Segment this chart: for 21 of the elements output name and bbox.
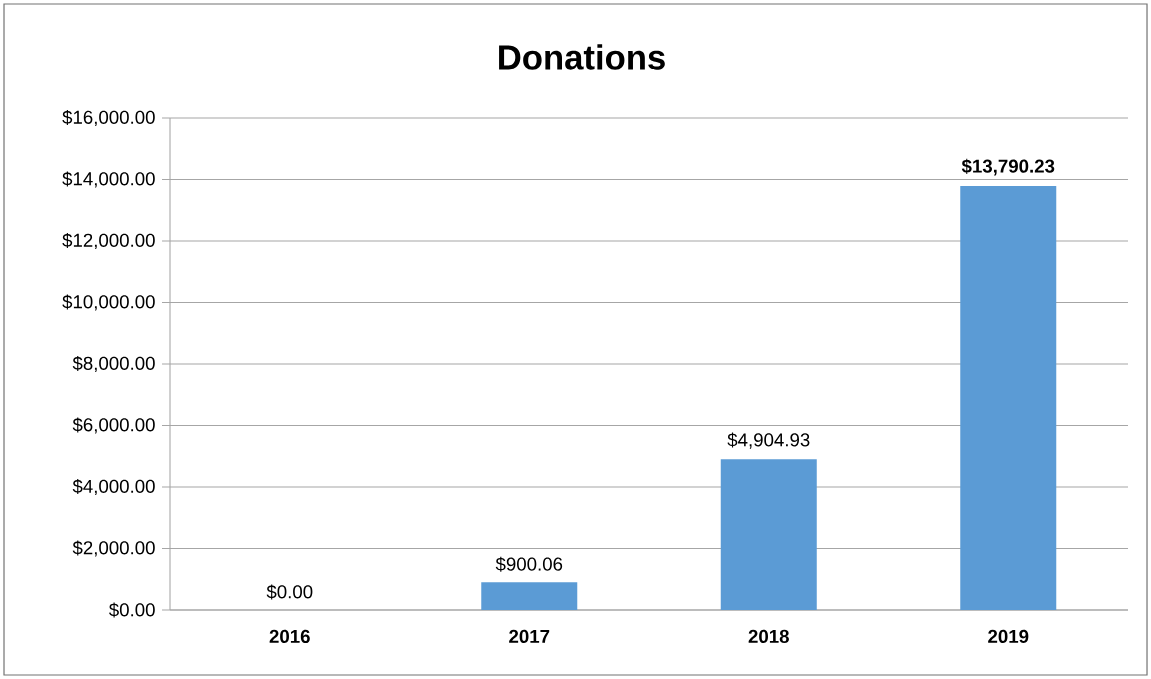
bar (960, 185, 1057, 610)
y-tick-label: $0.00 (109, 602, 155, 618)
y-tick-label: $10,000.00 (62, 294, 155, 311)
x-tick-label: 2018 (748, 629, 789, 644)
x-tick-label: 2017 (509, 629, 550, 644)
y-tick-label: $12,000.00 (62, 232, 155, 250)
y-tick-label: $16,000.00 (62, 109, 155, 127)
data-label: $0.00 (266, 584, 313, 600)
y-tick-label: $6,000.00 (72, 417, 155, 434)
y-tick-label: $14,000.00 (62, 171, 155, 188)
bar (481, 582, 578, 610)
x-tick-label: 2016 (269, 629, 310, 644)
x-tick-label: 2019 (988, 629, 1029, 644)
y-tick-label: $4,000.00 (72, 478, 155, 496)
y-tick-label: $2,000.00 (72, 540, 155, 557)
chart-title: Donations (499, 44, 665, 70)
y-tick-label: $8,000.00 (72, 355, 155, 373)
bar (720, 459, 817, 610)
data-label: $4,904.93 (727, 432, 810, 449)
data-label: $900.06 (495, 556, 563, 572)
data-label: $13,790.23 (961, 158, 1055, 176)
